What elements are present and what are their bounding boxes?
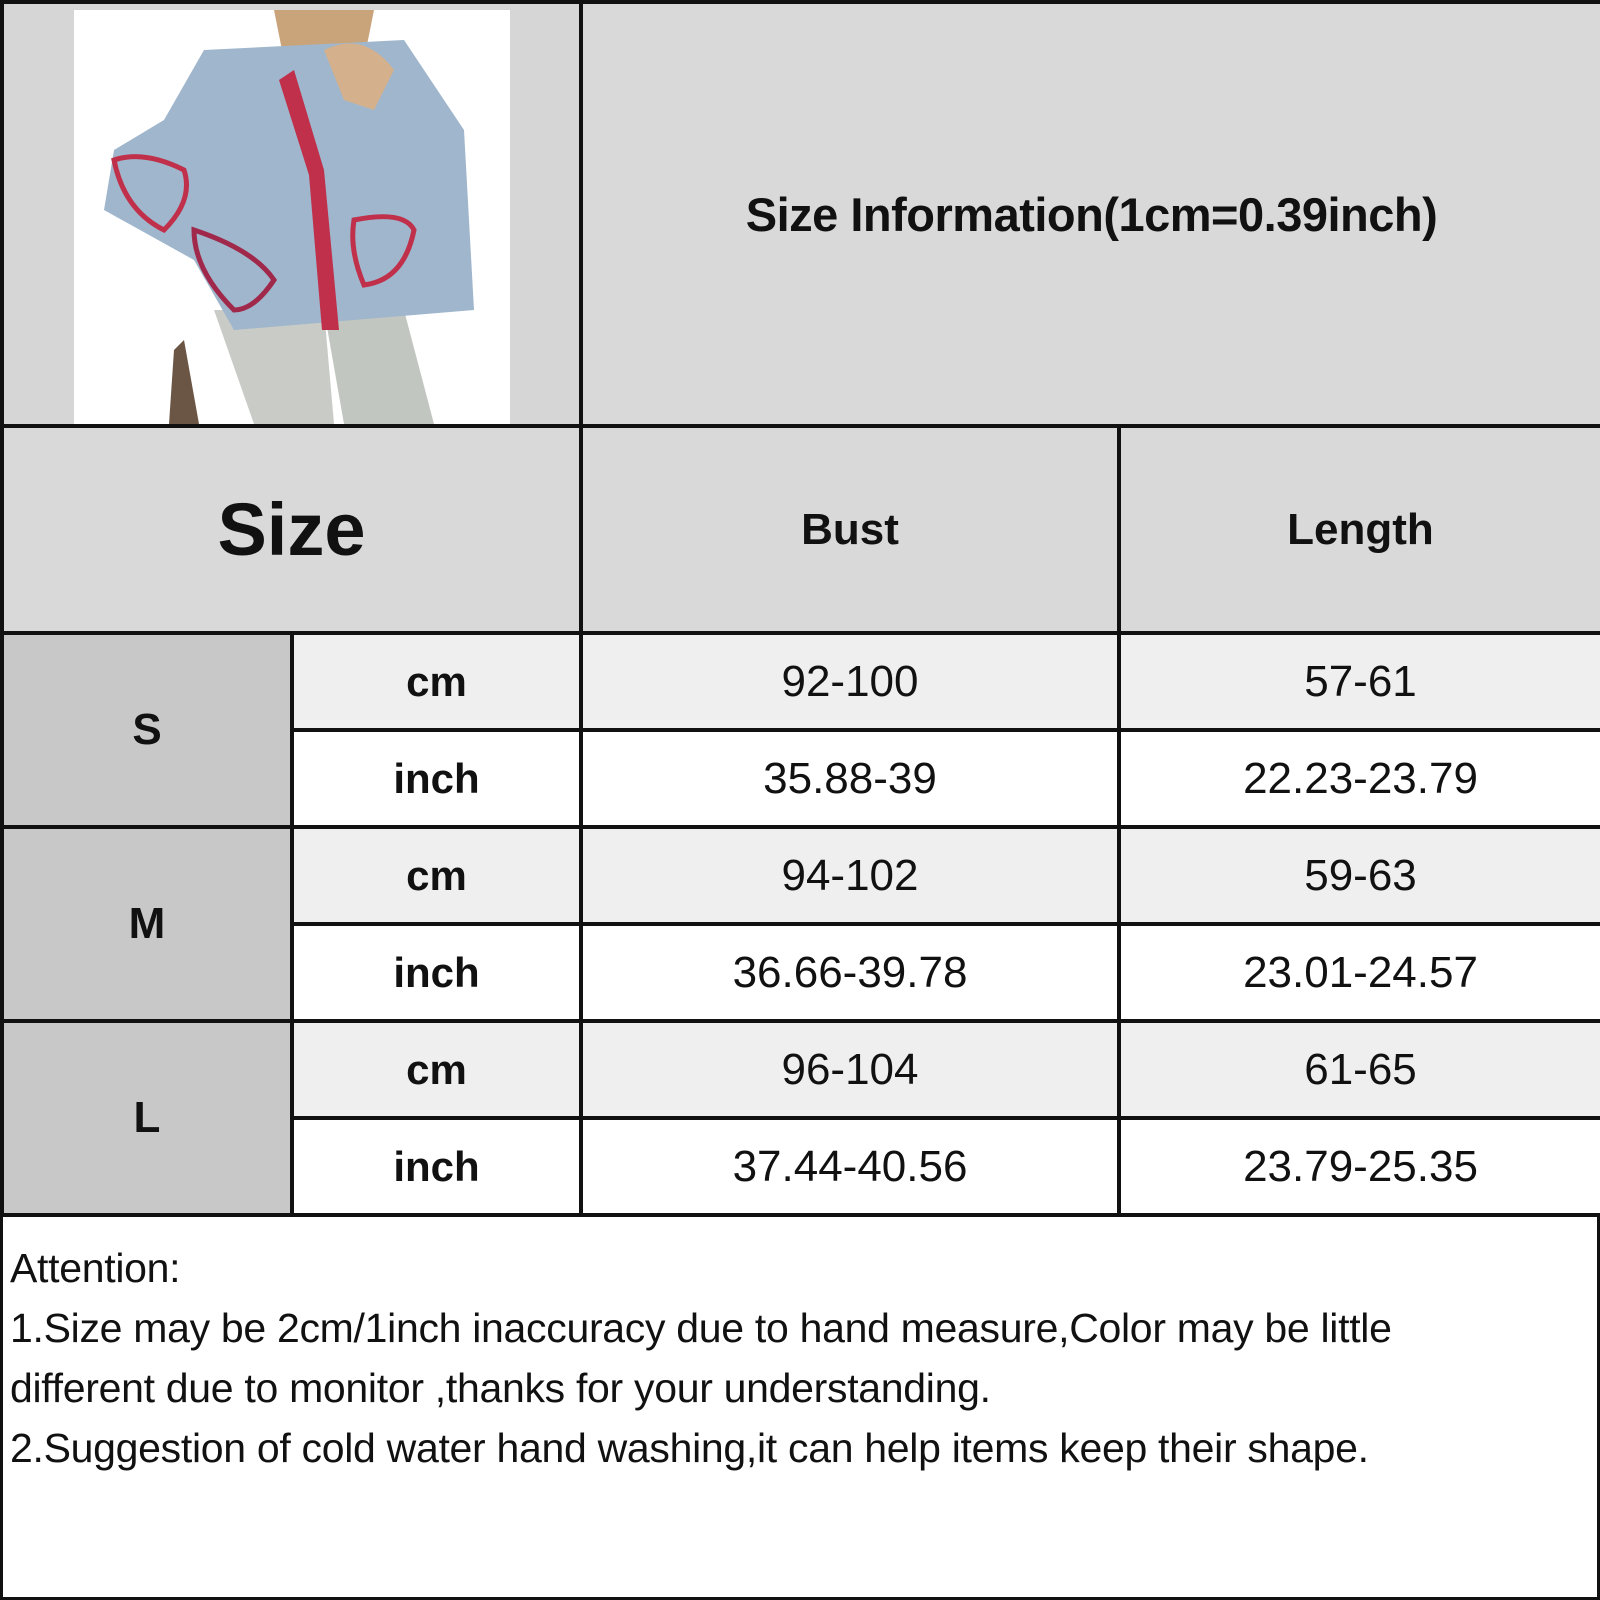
- table-row: S cm 92-100 57-61: [0, 631, 1600, 829]
- unit-label: inch: [290, 728, 583, 829]
- bust-value: 35.88-39: [579, 728, 1121, 829]
- size-label: M: [0, 825, 294, 1023]
- product-photo: [74, 10, 510, 424]
- unit-label: inch: [290, 1116, 583, 1217]
- cardigan-photo-icon: [74, 10, 510, 424]
- note-line: different due to monitor ,thanks for you…: [10, 1365, 991, 1411]
- table-row: inch 35.88-39 22.23-23.79: [2, 728, 1600, 829]
- column-header-bust: Bust: [579, 424, 1121, 635]
- unit-label: cm: [290, 1019, 583, 1120]
- unit-label: cm: [290, 631, 583, 732]
- column-header-size: Size: [0, 424, 583, 635]
- note-line: 2.Suggestion of cold water hand washing,…: [10, 1425, 1369, 1471]
- length-value: 61-65: [1117, 1019, 1600, 1120]
- unit-label: cm: [290, 825, 583, 926]
- page-title: Size Information(1cm=0.39inch): [579, 0, 1600, 428]
- product-image-cell: [0, 0, 583, 428]
- length-value: 22.23-23.79: [1117, 728, 1600, 829]
- bust-value: 96-104: [579, 1019, 1121, 1120]
- length-value: 23.79-25.35: [1117, 1116, 1600, 1217]
- size-label: S: [0, 631, 294, 829]
- table-row: inch 37.44-40.56 23.79-25.35: [2, 1116, 1600, 1217]
- table-row: inch 36.66-39.78 23.01-24.57: [2, 922, 1600, 1023]
- size-chart-table: Size Information(1cm=0.39inch) Size Bust…: [0, 0, 1600, 1217]
- note-line: 1.Size may be 2cm/1inch inaccuracy due t…: [10, 1305, 1392, 1351]
- attention-heading: Attention:: [10, 1245, 181, 1291]
- length-value: 23.01-24.57: [1117, 922, 1600, 1023]
- length-value: 57-61: [1117, 631, 1600, 732]
- length-value: 59-63: [1117, 825, 1600, 926]
- bust-value: 37.44-40.56: [579, 1116, 1121, 1217]
- bust-value: 36.66-39.78: [579, 922, 1121, 1023]
- bust-value: 92-100: [579, 631, 1121, 732]
- bust-value: 94-102: [579, 825, 1121, 926]
- table-row: L cm 96-104 61-65: [0, 1019, 1600, 1217]
- unit-label: inch: [290, 922, 583, 1023]
- table-row: M cm 94-102 59-63: [0, 825, 1600, 1023]
- column-header-length: Length: [1117, 424, 1600, 635]
- attention-notes: Attention: 1.Size may be 2cm/1inch inacc…: [10, 1238, 1600, 1478]
- size-label: L: [0, 1019, 294, 1217]
